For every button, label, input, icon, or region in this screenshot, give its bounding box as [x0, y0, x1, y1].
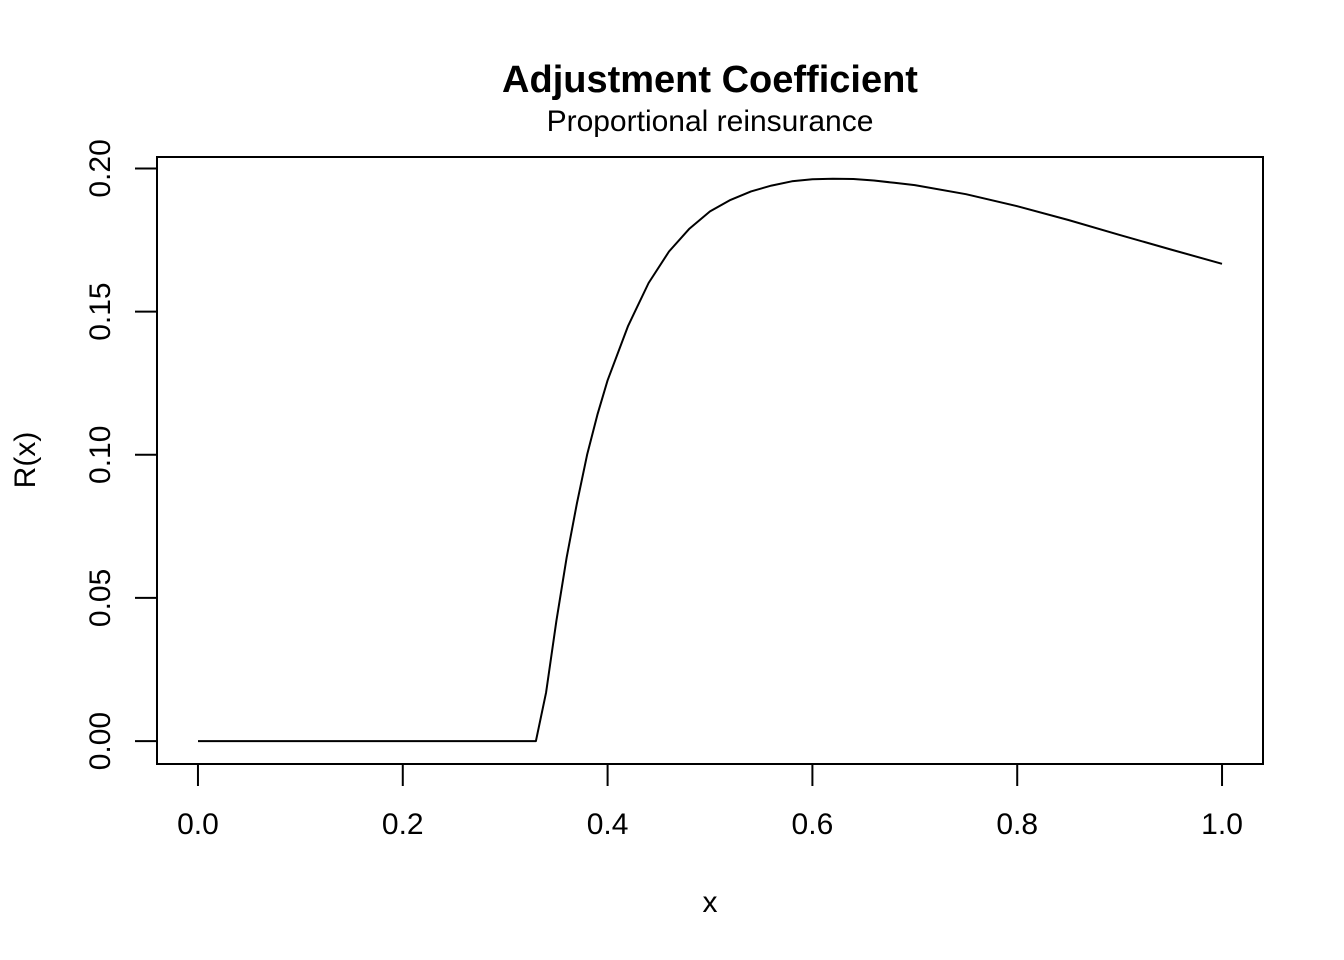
y-tick-label: 0.20 [84, 139, 117, 197]
y-tick-label: 0.15 [84, 282, 117, 340]
y-tick-label: 0.10 [84, 426, 117, 484]
series-line-0 [198, 177, 1223, 743]
x-tick-label: 0.8 [996, 808, 1038, 841]
x-axis-title: x [703, 886, 718, 919]
x-tick-label: 0.0 [177, 808, 219, 841]
x-tick-label: 0.2 [382, 808, 424, 841]
chart-subtitle: Proportional reinsurance [547, 105, 874, 138]
chart-title: Adjustment Coefficient [502, 59, 918, 101]
y-tick-label: 0.00 [84, 712, 117, 770]
y-axis-title: R(x) [9, 432, 42, 489]
y-axis: 0.00 0.05 0.10 0.15 0.20 [84, 139, 158, 770]
plot-frame [156, 156, 1264, 765]
series-layer [198, 177, 1223, 743]
y-tick-label: 0.05 [84, 569, 117, 627]
x-tick-label: 1.0 [1201, 808, 1243, 841]
x-tick-label: 0.4 [587, 808, 629, 841]
x-tick-label: 0.6 [792, 808, 834, 841]
x-axis: 0.0 0.2 0.4 0.6 0.8 1.0 [177, 763, 1243, 841]
